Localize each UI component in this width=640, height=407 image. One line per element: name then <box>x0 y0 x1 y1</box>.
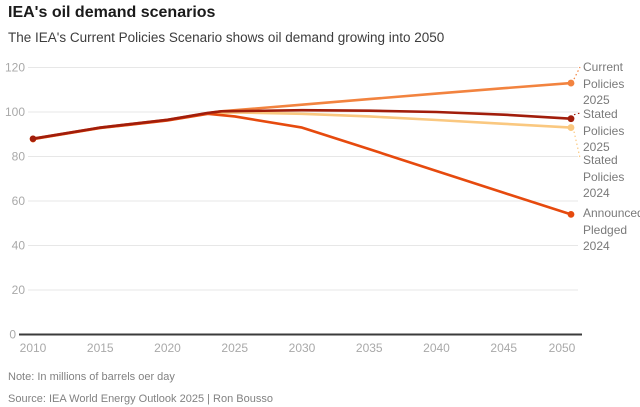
x-tick-label: 2015 <box>87 341 114 355</box>
chart-source: Source: IEA World Energy Outlook 2025 | … <box>8 393 273 405</box>
legend-leader-stated-policies-2024 <box>573 131 581 159</box>
x-tick-label: 2040 <box>423 341 450 355</box>
x-tick-label: 2035 <box>356 341 383 355</box>
end-marker-stated-policies-2024 <box>567 124 575 131</box>
legend-stated-policies-2025: Stated Policies 2025 <box>583 107 625 154</box>
end-marker-current-policies-2025 <box>567 79 575 87</box>
x-tick-label: 2030 <box>289 341 316 355</box>
series-line-stated-policies-2025 <box>31 108 573 140</box>
y-tick-label: 100 <box>5 105 25 119</box>
x-tick-label: 2010 <box>20 341 47 355</box>
legend-current-policies-2025: Current Policies 2025 <box>583 60 625 107</box>
x-tick-label: 2050 <box>549 341 576 355</box>
series-line-announced-pledged-2024 <box>31 112 573 216</box>
end-marker-stated-policies-2025 <box>567 115 575 123</box>
chart-subtitle: The IEA's Current Policies Scenario show… <box>8 30 445 45</box>
end-marker-announced-pledged-2024 <box>567 210 575 218</box>
x-tick-label: 2020 <box>154 341 181 355</box>
y-tick-label: 80 <box>12 150 26 164</box>
chart-note: Note: In millions of barrels oer day <box>8 371 175 383</box>
legend-leader-current-policies-2025 <box>573 66 581 80</box>
x-tick-label: 2025 <box>221 341 248 355</box>
page-title: IEA's oil demand scenarios <box>8 4 216 21</box>
y-tick-label: 60 <box>12 194 26 208</box>
legend-leader-stated-policies-2025 <box>573 112 581 116</box>
legend-announced-pledged-2024: Announced Pledged 2024 <box>583 206 640 253</box>
y-tick-label: 120 <box>5 61 25 75</box>
y-tick-label: 0 <box>9 328 16 342</box>
y-tick-label: 20 <box>12 283 26 297</box>
x-tick-label: 2045 <box>490 341 517 355</box>
y-tick-label: 40 <box>12 239 26 253</box>
start-marker-stated-policies-2025 <box>29 135 37 142</box>
legend-stated-policies-2024: Stated Policies 2024 <box>583 153 625 200</box>
